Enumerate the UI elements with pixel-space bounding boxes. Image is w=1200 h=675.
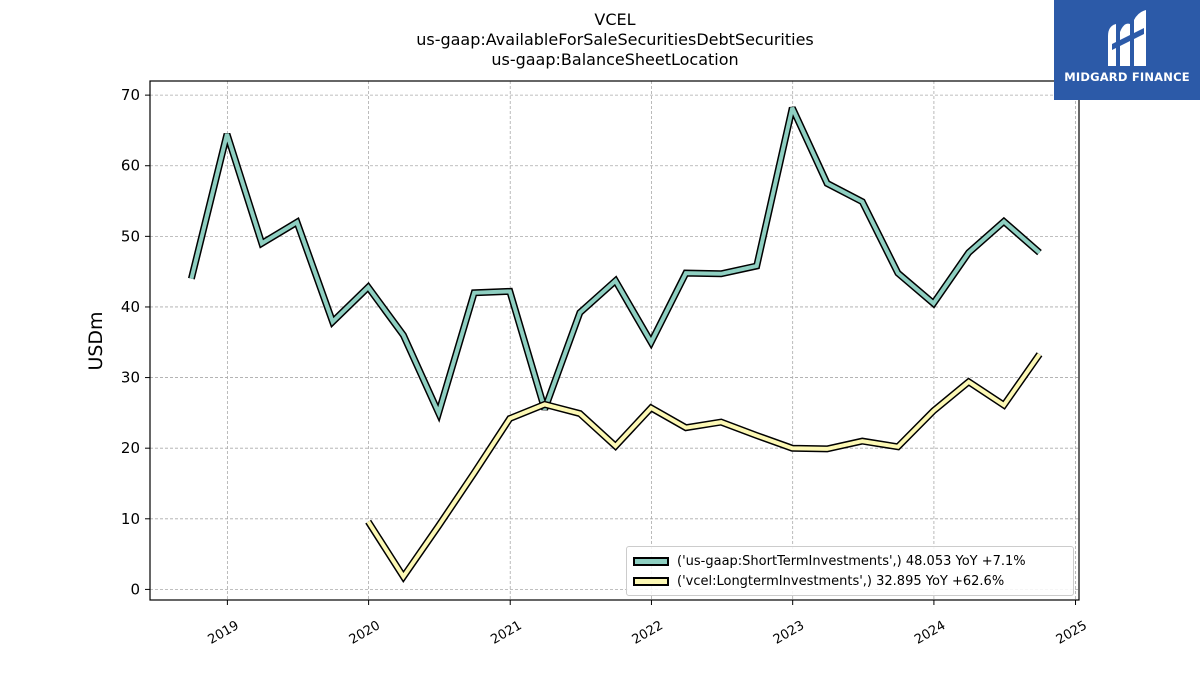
- title-axis: us-gaap:BalanceSheetLocation: [491, 50, 739, 69]
- x-tick-label: 2025: [1054, 618, 1090, 648]
- series-lines: [188, 106, 1043, 584]
- x-tick-label: 2020: [347, 618, 383, 648]
- plot-frame: [149, 80, 1080, 601]
- y-tick-label: 30: [121, 369, 140, 387]
- y-tick-label: 40: [121, 298, 140, 316]
- y-tick-label: 70: [121, 86, 140, 104]
- y-tick-label: 20: [121, 439, 140, 457]
- legend-item-long-term: ('vcel:LongtermInvestments',) 32.895 YoY…: [633, 572, 1004, 590]
- midgard-logo-icon: [1108, 10, 1146, 66]
- x-tick-label: 2021: [488, 618, 524, 648]
- y-tick-label: 10: [121, 510, 140, 528]
- y-tick-label: 50: [121, 227, 140, 245]
- legend-label-short-term: ('us-gaap:ShortTermInvestments',) 48.053…: [677, 553, 1026, 569]
- x-tick-label: 2024: [912, 618, 948, 648]
- series-line-outline: [188, 106, 1042, 423]
- legend-label-long-term: ('vcel:LongtermInvestments',) 32.895 YoY…: [677, 573, 1005, 589]
- title-ticker: VCEL: [594, 10, 636, 29]
- x-tick-label: 2019: [206, 618, 242, 648]
- y-tick-label: 60: [121, 157, 140, 175]
- grid: [150, 81, 1079, 600]
- y-axis-label: USDm: [85, 311, 107, 370]
- series-line: [189, 106, 1041, 419]
- title-concept: us-gaap:AvailableForSaleSecuritiesDebtSe…: [416, 30, 814, 49]
- chart-legend: ('us-gaap:ShortTermInvestments',) 48.053…: [626, 546, 1074, 596]
- logo-text: MIDGARD FINANCE: [1064, 70, 1190, 84]
- chart-title: VCEL us-gaap:AvailableForSaleSecuritiesD…: [150, 10, 1080, 70]
- legend-item-short-term: ('us-gaap:ShortTermInvestments',) 48.053…: [633, 552, 1026, 570]
- x-tick-label: 2022: [630, 618, 666, 648]
- y-tick-label: 0: [130, 580, 140, 598]
- series-line: [366, 353, 1042, 581]
- x-tick-label: 2023: [771, 618, 807, 648]
- series-line-outline: [365, 352, 1043, 584]
- legend-swatch-short-term: [633, 556, 669, 566]
- legend-swatch-long-term: [633, 576, 669, 586]
- midgard-finance-logo: MIDGARD FINANCE: [1054, 0, 1200, 100]
